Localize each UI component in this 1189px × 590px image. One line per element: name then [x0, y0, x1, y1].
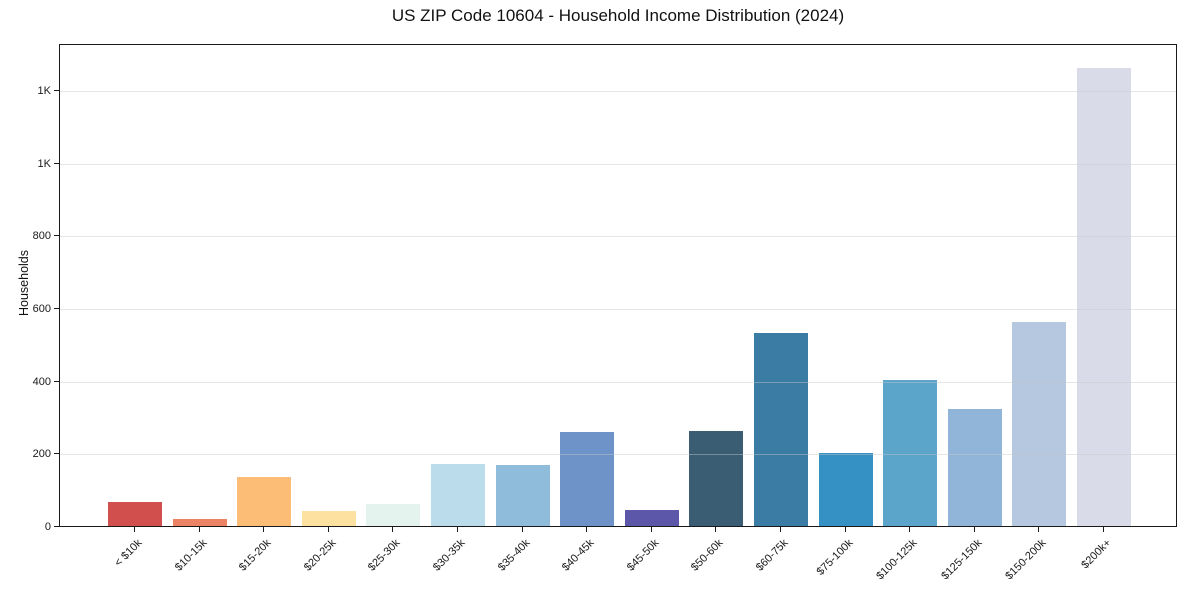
y-tick-label: 200 — [32, 448, 51, 461]
x-tick-mark — [780, 527, 781, 532]
y-tick-mark — [54, 526, 59, 527]
bar-$45-50k — [624, 510, 679, 526]
y-tick-label: 600 — [32, 303, 51, 316]
x-tick-mark — [457, 527, 458, 532]
x-tick-mark — [198, 527, 200, 532]
y-tick-label: 1K — [37, 157, 51, 170]
x-tick-mark — [586, 527, 588, 532]
y-tick-mark — [54, 235, 59, 237]
x-tick-mark — [1103, 527, 1104, 532]
y-tick-mark — [54, 162, 59, 164]
bar-$125-150k — [947, 409, 1002, 526]
x-tick-mark — [134, 527, 135, 532]
bar-$15-20k — [237, 476, 292, 526]
gridline — [60, 91, 1176, 93]
bar-$200k+ — [1077, 67, 1131, 526]
y-tick-label: 800 — [32, 230, 51, 243]
gridline — [60, 381, 1176, 383]
gridline — [60, 454, 1176, 456]
x-tick-mark — [1038, 527, 1040, 532]
bar-$40-45k — [560, 431, 615, 526]
y-tick-label: 0 — [44, 521, 51, 533]
y-tick-mark — [54, 308, 59, 310]
x-tick-mark — [715, 527, 717, 532]
bar-$100-125k — [883, 379, 938, 526]
x-tick-label: < $10k — [112, 537, 145, 570]
x-tick-mark — [909, 527, 911, 532]
bar-$60-75k — [754, 332, 808, 526]
bar-$30-35k — [431, 464, 485, 526]
bar-< $10k — [108, 502, 162, 526]
x-tick-mark — [392, 527, 394, 532]
plot-area — [59, 44, 1177, 527]
x-tick-mark — [263, 527, 265, 532]
x-tick-mark — [327, 527, 329, 532]
gridline — [60, 163, 1176, 165]
x-tick-mark — [973, 527, 975, 532]
y-tick-mark — [54, 90, 59, 92]
bar-$50-60k — [689, 430, 744, 526]
chart-title: US ZIP Code 10604 - Household Income Dis… — [391, 6, 845, 25]
gridline — [60, 309, 1176, 311]
bar-$20-25k — [301, 510, 356, 526]
y-tick-label: 1K — [37, 85, 51, 98]
y-tick-mark — [54, 453, 59, 455]
bar-$10-15k — [172, 518, 227, 526]
bar-$35-40k — [495, 465, 550, 526]
y-tick-mark — [54, 380, 59, 382]
x-tick-mark — [844, 527, 846, 532]
bar-$25-30k — [366, 504, 421, 526]
x-tick-mark — [521, 527, 523, 532]
y-tick-label: 400 — [32, 375, 51, 388]
bar-$75-100k — [818, 452, 873, 526]
gridline — [60, 236, 1176, 238]
x-tick-mark — [650, 527, 652, 532]
bar-$150-200k — [1012, 321, 1067, 526]
